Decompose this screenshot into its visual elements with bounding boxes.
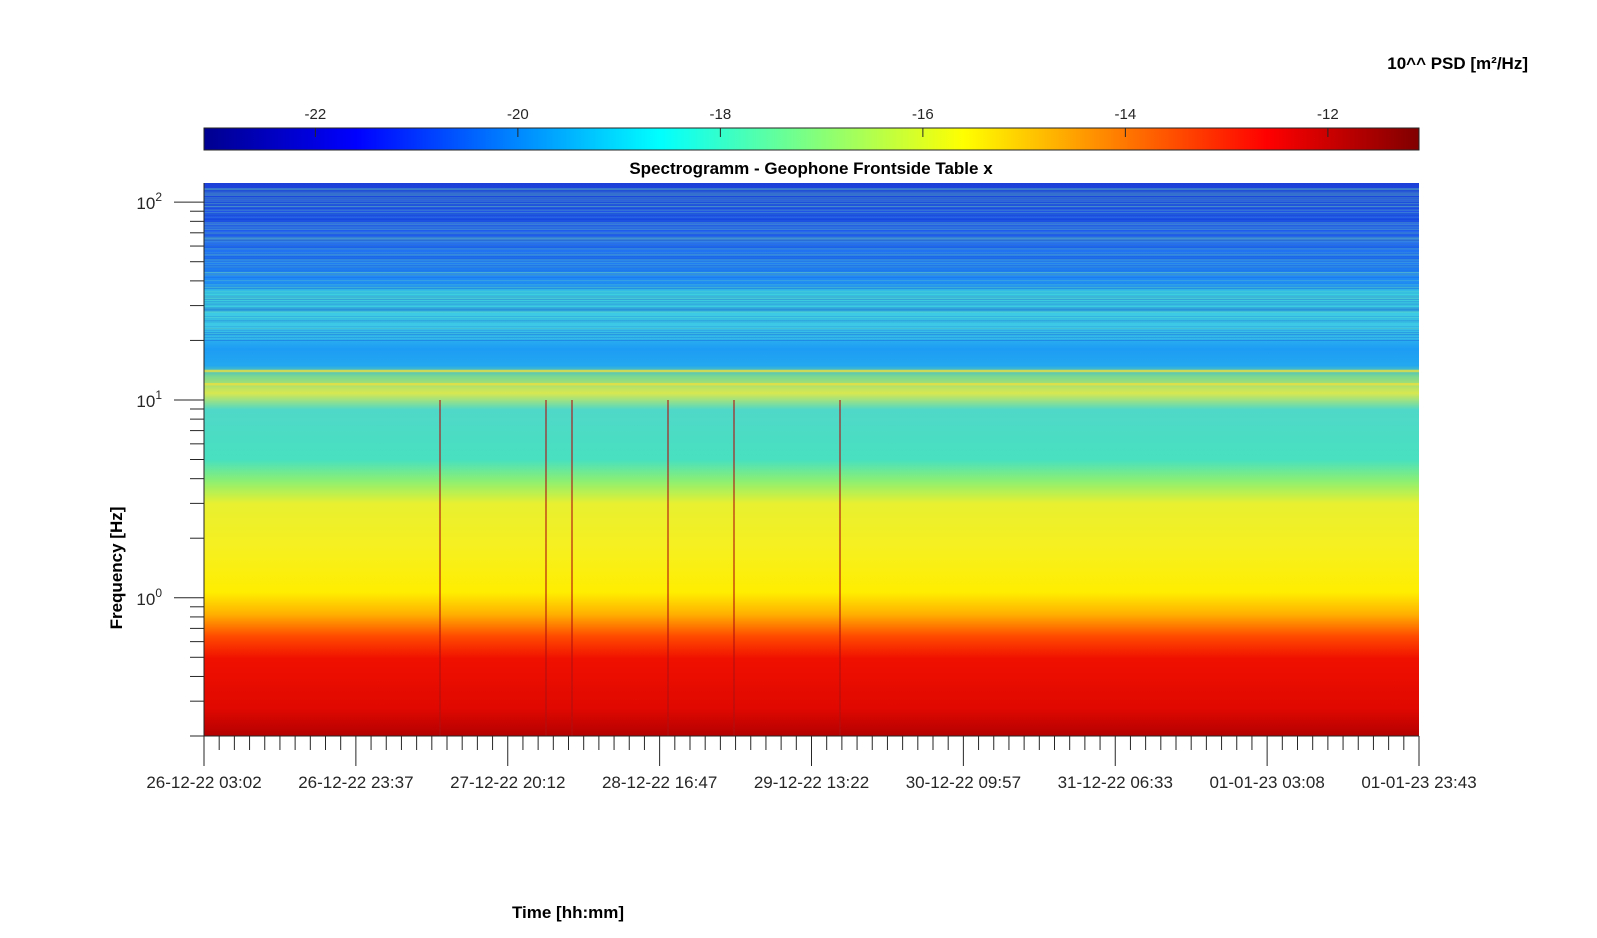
y-tick-base: 10: [136, 392, 155, 411]
x-tick-label: 30-12-22 09:57: [906, 773, 1021, 792]
x-tick-label: 29-12-22 13:22: [754, 773, 869, 792]
colorbar-tick-label: -14: [1115, 106, 1137, 123]
colorbar-tick-label: -18: [710, 106, 732, 123]
y-tick-base: 10: [136, 590, 155, 609]
x-tick-label: 26-12-22 23:37: [298, 773, 413, 792]
colorbar-tick-label: -20: [507, 106, 529, 123]
y-tick-label: 100: [136, 586, 162, 609]
x-tick-label: 26-12-22 03:02: [146, 773, 261, 792]
y-tick-exponent: 2: [155, 190, 162, 204]
y-tick-exponent: 1: [155, 388, 162, 402]
x-tick-label: 01-01-23 23:43: [1361, 773, 1476, 792]
x-axis-ticks: 26-12-22 03:02 26-12-22 23:37 27-12-22 20:…: [146, 736, 1477, 792]
y-tick-label: 101: [136, 388, 162, 411]
colorbar-tick-label: -16: [912, 106, 934, 123]
colorbar-tick-label: -12: [1317, 106, 1339, 123]
x-axis-label: Time [hh:mm]: [512, 903, 624, 922]
y-axis-label: Frequency [Hz]: [107, 507, 126, 630]
colorbar-label: 10^^ PSD [m²/Hz]: [1387, 54, 1528, 73]
y-tick-exponent: 0: [155, 586, 162, 600]
colorbar-tick-label: -22: [305, 106, 327, 123]
x-tick-label: 27-12-22 20:12: [450, 773, 565, 792]
colorbar: [203, 127, 1420, 151]
spectrogram-image: [204, 183, 1419, 736]
x-tick-label: 01-01-23 03:08: [1209, 773, 1324, 792]
chart-title: Spectrogramm - Geophone Frontside Table …: [629, 159, 993, 178]
x-tick-label: 28-12-22 16:47: [602, 773, 717, 792]
spectrogram-texture: [204, 188, 1419, 736]
x-tick-label: 31-12-22 06:33: [1058, 773, 1173, 792]
y-tick-base: 10: [136, 194, 155, 213]
y-tick-label: 102: [136, 190, 162, 213]
colorbar-ticks: -22 -20 -18 -16 -14 -12: [305, 106, 1339, 137]
